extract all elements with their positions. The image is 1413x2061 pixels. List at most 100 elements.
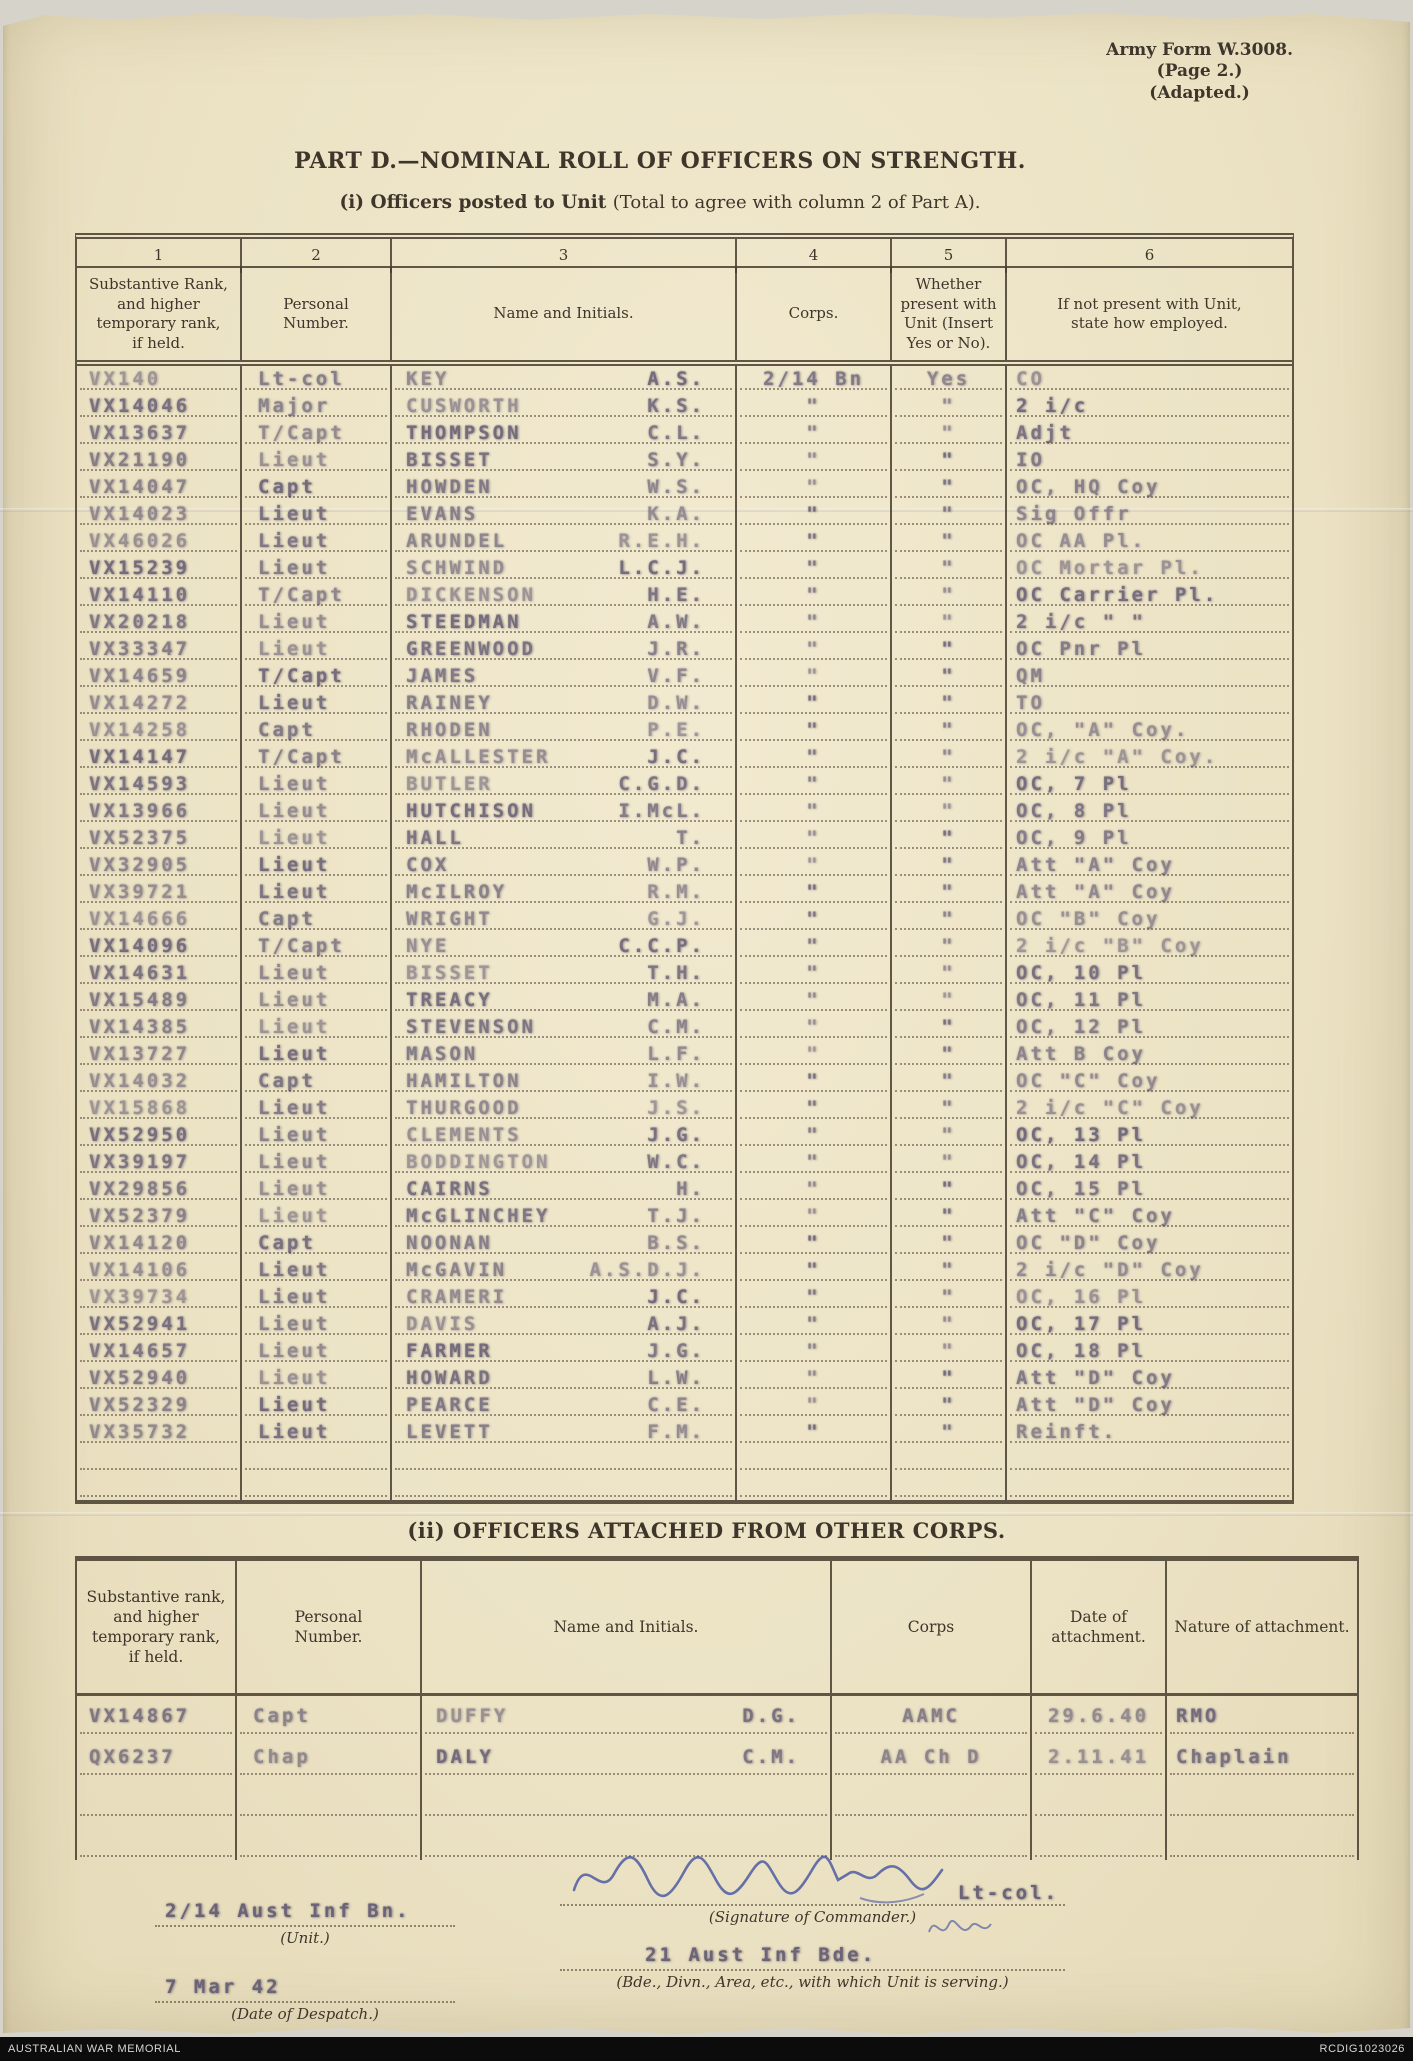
cell: Att "C" Coy — [1007, 1203, 1292, 1230]
cell: VX14272 — [77, 690, 242, 717]
cell: OC, 11 Pl — [1007, 987, 1292, 1014]
typed-entry: A.J. — [647, 1313, 705, 1335]
cell: " — [737, 1149, 892, 1176]
typed-entry: AA Ch D — [880, 1746, 982, 1768]
archive-bar-left: AUSTRALIAN WAR MEMORIAL — [8, 2043, 181, 2055]
typed-entry: J.G. — [647, 1124, 705, 1146]
cell: McILROY R.M. — [392, 879, 737, 906]
cell: OC "D" Coy — [1007, 1230, 1292, 1257]
cell: T/Capt — [242, 582, 392, 609]
cell: VX15868 — [77, 1095, 242, 1122]
cell: " — [892, 501, 1007, 528]
cell: " — [892, 771, 1007, 798]
typed-entry: OC, HQ Coy — [1016, 476, 1161, 498]
cell: " — [737, 933, 892, 960]
cell: Att "A" Coy — [1007, 879, 1292, 906]
typed-entry: Att "A" Coy — [1016, 881, 1175, 903]
cell: VX20218 — [77, 609, 242, 636]
cell: 2 i/c "C" Coy — [1007, 1095, 1292, 1122]
roster-row: VX52941 Lieut DAVIS A.J. " " OC, 17 Pl — [77, 1311, 1292, 1338]
typed-entry: RHODEN — [406, 719, 493, 741]
cell: Adjt — [1007, 420, 1292, 447]
brigade-field: 21 Aust Inf Bde. (Bde., Divn., Area, etc… — [560, 1944, 1065, 1991]
roster-row — [77, 1473, 1292, 1500]
typed-entry: McILROY — [406, 881, 508, 903]
typed-entry: OC, "A" Coy. — [1016, 719, 1190, 741]
typed-entry: Lieut — [258, 827, 331, 849]
cell: " — [892, 1095, 1007, 1122]
column-number: 1 — [77, 239, 242, 273]
roster-row: VX14120 Capt NOONAN B.S. " " OC "D" Coy — [77, 1230, 1292, 1257]
typed-entry: " — [806, 1313, 821, 1335]
cell: VX46026 — [77, 528, 242, 555]
typed-entry: " — [941, 395, 956, 417]
cell: OC, 8 Pl — [1007, 798, 1292, 825]
typed-entry: VX29856 — [89, 1178, 191, 1200]
typed-entry: 29.6.40 — [1047, 1705, 1150, 1727]
unit-value: 2/14 Aust Inf Bn. — [165, 1900, 411, 1922]
column-number: 6 — [1144, 246, 1155, 264]
cell: BISSET T.H. — [392, 960, 737, 987]
cell: VX14258 — [77, 717, 242, 744]
roster-row: VX14666 Capt WRIGHT G.J. " " OC "B" Coy — [77, 906, 1292, 933]
cell: Lieut — [242, 987, 392, 1014]
cell: " — [892, 1230, 1007, 1257]
cell: Lieut — [242, 528, 392, 555]
typed-entry: 2.11.41 — [1047, 1746, 1150, 1768]
cell: VX33347 — [77, 636, 242, 663]
typed-entry: OC, 14 Pl — [1016, 1151, 1146, 1173]
cell: FARMER J.G. — [392, 1338, 737, 1365]
cell — [1167, 1778, 1357, 1819]
brigade-label: (Bde., Divn., Area, etc., with which Uni… — [616, 1973, 1009, 1991]
typed-entry: " — [941, 692, 956, 714]
cell: " — [892, 420, 1007, 447]
cell: " — [737, 1041, 892, 1068]
cell: Lieut — [242, 1419, 392, 1446]
cell: Lieut — [242, 879, 392, 906]
typed-entry: L.W. — [647, 1367, 705, 1389]
cell: Lieut — [242, 609, 392, 636]
cell: VX13637 — [77, 420, 242, 447]
cell — [422, 1819, 832, 1860]
typed-entry: " — [941, 989, 956, 1011]
cell: STEVENSON C.M. — [392, 1014, 737, 1041]
cell: Lieut — [242, 852, 392, 879]
cell: Att "D" Coy — [1007, 1392, 1292, 1419]
cell: 2 i/c "D" Coy — [1007, 1257, 1292, 1284]
cell: " — [892, 933, 1007, 960]
typed-entry: " — [806, 476, 821, 498]
typed-entry: OC, 7 Pl — [1016, 773, 1132, 795]
cell: " — [892, 393, 1007, 420]
typed-entry: OC Mortar Pl. — [1016, 557, 1204, 579]
cell: " — [737, 1230, 892, 1257]
typed-entry: PEARCE — [406, 1394, 493, 1416]
header-personal-number: Personal Number. — [242, 268, 392, 360]
typed-entry: VX13637 — [89, 422, 191, 444]
typed-entry: " — [806, 827, 821, 849]
cell: VX14106 — [77, 1257, 242, 1284]
cell: " — [892, 1014, 1007, 1041]
form-number-block: Army Form W.3008. (Page 2.) (Adapted.) — [1106, 40, 1293, 104]
typed-entry: " — [941, 935, 956, 957]
cell: VX14110 — [77, 582, 242, 609]
cell: OC, 7 Pl — [1007, 771, 1292, 798]
typed-entry: " — [941, 638, 956, 660]
typed-entry: " — [941, 422, 956, 444]
typed-entry: F.M. — [647, 1421, 705, 1443]
cell — [1167, 1819, 1357, 1860]
cell: " — [737, 879, 892, 906]
typed-entry: D.W. — [647, 692, 705, 714]
typed-entry: " — [806, 1097, 821, 1119]
typed-entry: 2/14 Bn — [762, 368, 865, 390]
typed-entry: 2 i/c "B" Coy — [1016, 935, 1204, 957]
typed-entry: THOMPSON — [406, 422, 522, 444]
typed-entry: " — [941, 773, 956, 795]
cell: Lieut — [242, 1149, 392, 1176]
typed-entry: " — [806, 989, 821, 1011]
typed-entry: D.G. — [742, 1705, 800, 1727]
typed-entry: W.S. — [647, 476, 705, 498]
typed-entry: VX14385 — [89, 1016, 191, 1038]
cell: BISSET S.Y. — [392, 447, 737, 474]
despatch-value: 7 Mar 42 — [165, 1976, 281, 1998]
typed-entry: Lieut — [258, 1313, 331, 1335]
